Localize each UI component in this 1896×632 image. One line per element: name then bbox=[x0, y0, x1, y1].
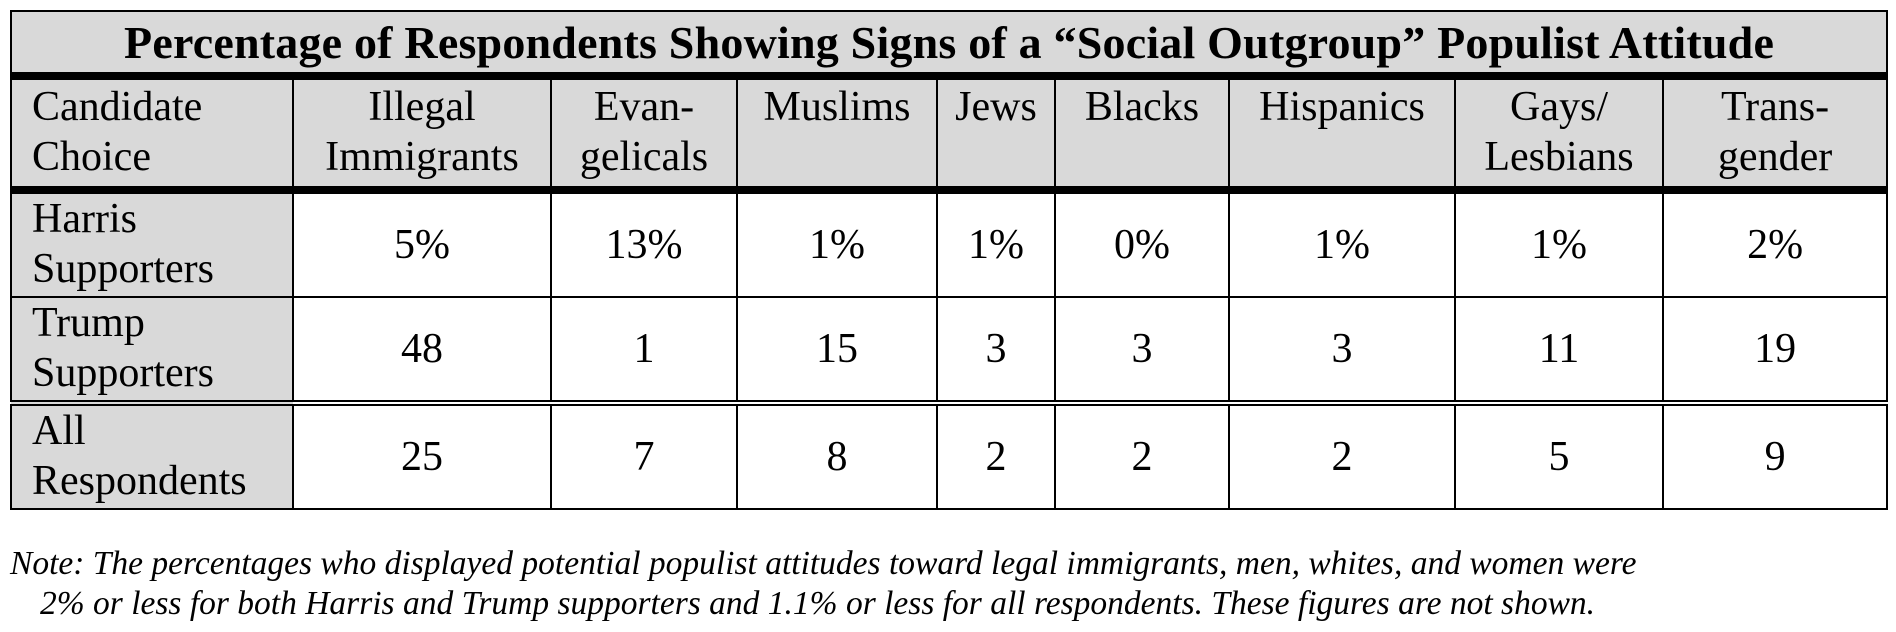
table-cell-value: 11 bbox=[1455, 297, 1664, 406]
table-cell-value: 1% bbox=[1455, 190, 1664, 298]
table-cell-value: 7 bbox=[551, 403, 738, 509]
table-cell-value: 1% bbox=[737, 190, 938, 298]
column-header-line: Illegal bbox=[368, 84, 476, 130]
column-header: Hispanics bbox=[1229, 76, 1456, 194]
column-header-line: gelicals bbox=[579, 134, 709, 180]
table-cell-value: 25 bbox=[293, 403, 552, 509]
column-header-line: Blacks bbox=[1084, 84, 1200, 130]
column-header-line: Lesbians bbox=[1484, 134, 1634, 180]
table-cell-value: 5% bbox=[293, 190, 552, 298]
table-row: All Respondents 25 7 8 2 2 2 5 9 bbox=[11, 403, 1888, 509]
column-header-candidate-choice: Candidate Choice bbox=[11, 76, 294, 194]
table-cell-value: 2 bbox=[1055, 403, 1230, 509]
table-cell-value: 2 bbox=[937, 403, 1056, 509]
note-line-2: 2% or less for both Harris and Trump sup… bbox=[40, 585, 1596, 622]
table-body: Harris Supporters 5% 13% 1% 1% 0% 1% 1% 2% Trump Su… bbox=[11, 190, 1888, 509]
column-header-line: Choice bbox=[32, 134, 151, 180]
column-header: Illegal Immigrants bbox=[293, 76, 552, 194]
column-header-line: Hispanics bbox=[1259, 84, 1425, 130]
column-header-line: gender bbox=[1717, 134, 1833, 180]
column-header: Trans-gender bbox=[1663, 76, 1888, 194]
table-row: Harris Supporters 5% 13% 1% 1% 0% 1% 1% 2% bbox=[11, 190, 1888, 298]
row-label-line: Harris bbox=[32, 196, 137, 242]
table-cell-value: 5 bbox=[1455, 403, 1664, 509]
column-header-line: Gays/ bbox=[1510, 84, 1608, 130]
note-line-1: Note: The percentages who displayed pote… bbox=[10, 545, 1637, 582]
table-note: Note: The percentages who displayed pote… bbox=[10, 544, 1886, 624]
title-row: Percentage of Respondents Showing Signs … bbox=[11, 11, 1888, 80]
table-cell-value: 1% bbox=[937, 190, 1056, 298]
column-header-line: Evan- bbox=[593, 84, 695, 130]
table-cell-value: 3 bbox=[1055, 297, 1230, 406]
table-container: Percentage of Respondents Showing Signs … bbox=[10, 10, 1889, 510]
table-cell-value: 2 bbox=[1229, 403, 1456, 509]
table-cell-value: 15 bbox=[737, 297, 938, 406]
column-header-line: Muslims bbox=[763, 84, 911, 130]
table-title: Percentage of Respondents Showing Signs … bbox=[11, 11, 1888, 80]
row-label: All Respondents bbox=[11, 403, 294, 509]
table-cell-value: 1% bbox=[1229, 190, 1456, 298]
row-label-line: Respondents bbox=[32, 458, 247, 504]
table-row: Trump Supporters 48 1 15 3 3 3 11 19 bbox=[11, 297, 1888, 406]
table-cell-value: 3 bbox=[1229, 297, 1456, 406]
column-header: Blacks bbox=[1055, 76, 1230, 194]
table-cell-value: 13% bbox=[551, 190, 738, 298]
column-header: Evan-gelicals bbox=[551, 76, 738, 194]
table-cell-value: 3 bbox=[937, 297, 1056, 406]
column-header: Jews bbox=[937, 76, 1056, 194]
row-label: Harris Supporters bbox=[11, 190, 294, 298]
column-header-row: Candidate Choice Illegal Immigrants Evan-gel… bbox=[11, 76, 1888, 194]
populist-attitude-table: Percentage of Respondents Showing Signs … bbox=[10, 10, 1889, 510]
row-label-line: Supporters bbox=[32, 246, 214, 292]
row-label-line: All bbox=[32, 408, 86, 454]
column-header-line: Jews bbox=[955, 84, 1037, 130]
table-cell-value: 48 bbox=[293, 297, 552, 406]
row-label-line: Trump bbox=[32, 300, 145, 346]
table-cell-value: 19 bbox=[1663, 297, 1888, 406]
row-label: Trump Supporters bbox=[11, 297, 294, 406]
table-cell-value: 2% bbox=[1663, 190, 1888, 298]
table-cell-value: 0% bbox=[1055, 190, 1230, 298]
column-header: Muslims bbox=[737, 76, 938, 194]
column-header-line: Trans- bbox=[1720, 84, 1830, 130]
row-label-line: Supporters bbox=[32, 350, 214, 396]
column-header-line: Candidate bbox=[32, 84, 203, 130]
table-cell-value: 1 bbox=[551, 297, 738, 406]
column-header-line: Immigrants bbox=[325, 134, 519, 180]
table-cell-value: 8 bbox=[737, 403, 938, 509]
table-cell-value: 9 bbox=[1663, 403, 1888, 509]
column-header: Gays/Lesbians bbox=[1455, 76, 1664, 194]
